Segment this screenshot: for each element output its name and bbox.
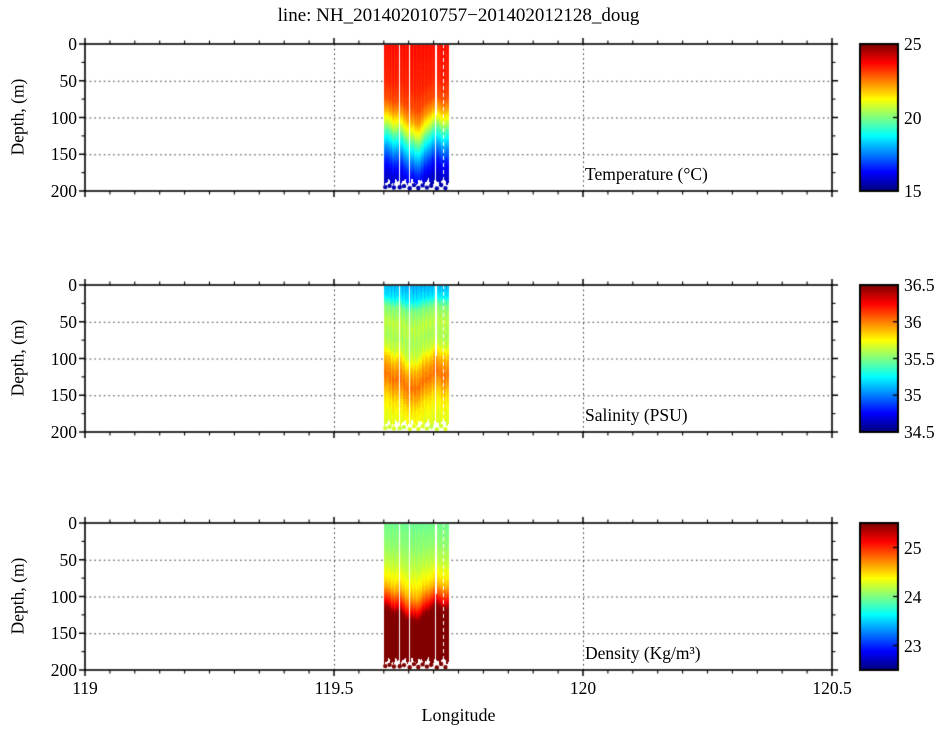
colorbar-tick-label: 25 [904, 34, 922, 54]
y-tick-label: 150 [50, 385, 77, 406]
y-tick-label: 150 [50, 623, 77, 644]
colorbar-tick-label: 23 [904, 635, 922, 656]
y-tick-label: 200 [50, 181, 77, 201]
x-tick-label: 120 [569, 678, 597, 698]
y-tick-label: 0 [68, 513, 77, 533]
density-colorbar [852, 513, 914, 680]
x-axis-label: Longitude [421, 705, 496, 725]
y-tick-label: 200 [50, 660, 77, 680]
colorbar-tick-label: 15 [904, 181, 922, 201]
figure-title: line: NH_201402010757−201402012128_doug [277, 5, 640, 26]
colorbar-tick-label: 36.5 [904, 275, 935, 295]
y-tick-label: 150 [50, 144, 77, 165]
y-tick-label: 0 [68, 275, 77, 295]
salinity-panel-label: Salinity (PSU) [585, 405, 688, 425]
colorbar-tick-label: 24 [904, 586, 922, 607]
colorbar-tick-label: 25 [904, 537, 922, 558]
y-tick-label: 100 [50, 107, 77, 128]
density-panel-label: Density (Kg/m³) [585, 643, 701, 663]
temperature-plot [75, 34, 842, 201]
colorbar-tick-label: 36 [904, 311, 922, 332]
y-tick-label: 50 [59, 311, 78, 332]
y-tick-label: 100 [50, 586, 77, 607]
y-tick-label: 0 [68, 34, 77, 54]
y-axis-label-salinity: Depth, (m) [7, 319, 28, 397]
x-tick-label: 119.5 [314, 678, 354, 698]
colorbar-tick-label: 34.5 [904, 422, 935, 442]
y-tick-label: 50 [59, 70, 78, 91]
x-tick-label: 120.5 [812, 678, 852, 698]
colorbar-tick-label: 35 [904, 385, 922, 406]
temperature-colorbar [852, 34, 914, 201]
salinity-plot [75, 275, 842, 442]
y-tick-label: 200 [50, 422, 77, 442]
colorbar-tick-label: 20 [904, 107, 922, 128]
y-tick-label: 50 [59, 549, 78, 570]
colorbar-tick-label: 35.5 [904, 348, 935, 369]
x-tick-label: 119 [72, 678, 98, 698]
y-axis-label-density: Depth, (m) [7, 557, 28, 635]
density-plot [75, 513, 842, 680]
y-tick-label: 100 [50, 348, 77, 369]
salinity-colorbar [852, 275, 914, 442]
y-axis-label-temperature: Depth, (m) [7, 78, 28, 156]
temperature-panel-label: Temperature (°C) [585, 164, 708, 184]
